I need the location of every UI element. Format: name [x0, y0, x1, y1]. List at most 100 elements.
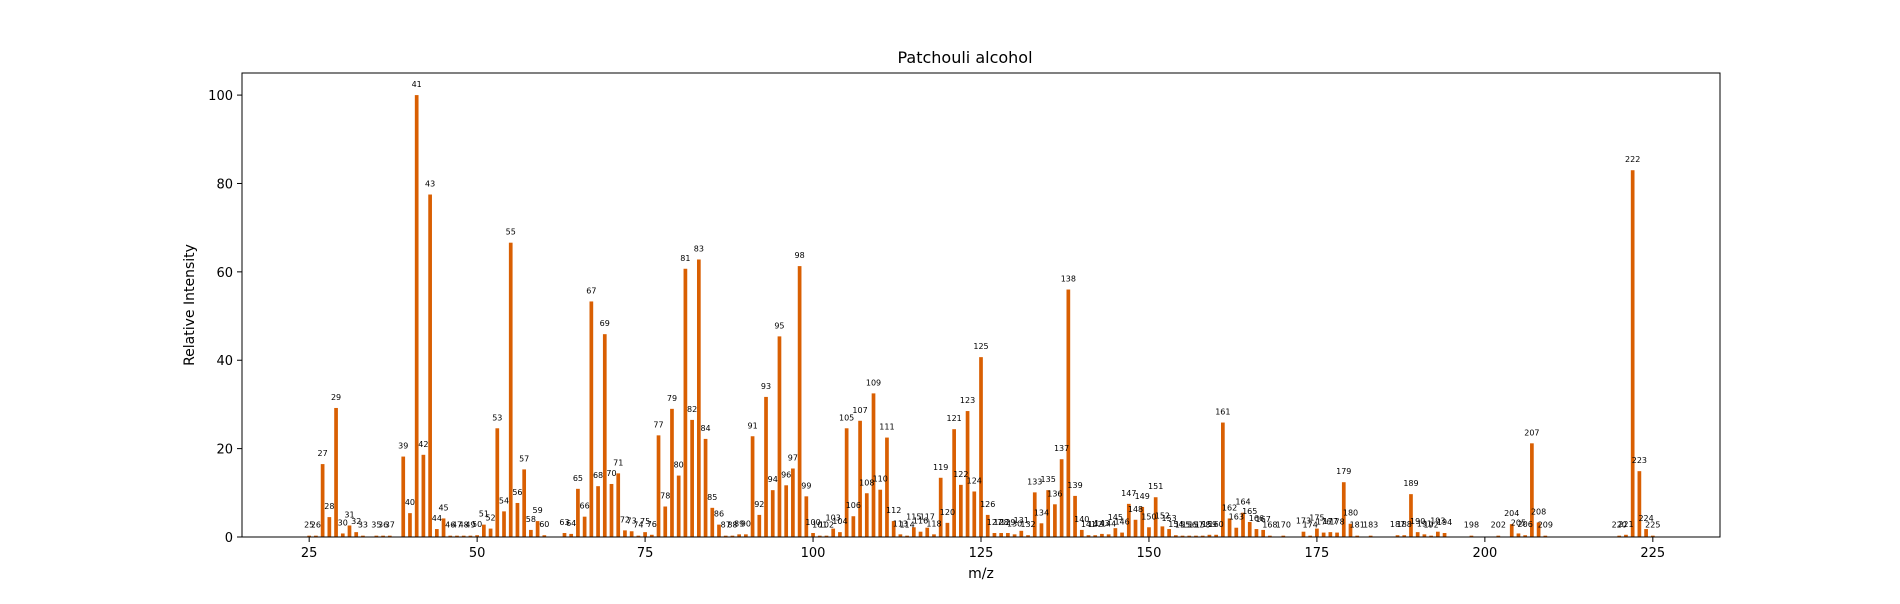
data-label-mz-220: 220 — [1612, 521, 1627, 530]
bar-mz-129 — [1006, 533, 1010, 537]
data-label-mz-111: 111 — [879, 423, 894, 432]
data-label-mz-136: 136 — [1047, 489, 1062, 498]
bar-mz-49 — [468, 535, 473, 537]
data-label-mz-35: 35 — [371, 521, 381, 530]
bar-mz-163 — [1234, 527, 1239, 537]
data-label-mz-110: 110 — [873, 475, 888, 484]
data-label-mz-187: 187 — [1390, 520, 1405, 529]
data-label-mz-167: 167 — [1256, 515, 1271, 524]
data-label-mz-68: 68 — [593, 471, 603, 480]
data-label-mz-88: 88 — [727, 521, 737, 530]
bar-mz-190 — [1415, 532, 1420, 537]
bar-mz-132 — [1026, 535, 1030, 537]
data-label-mz-65: 65 — [573, 474, 583, 483]
bar-mz-99 — [804, 496, 809, 537]
data-label-mz-74: 74 — [633, 521, 643, 530]
data-label-mz-66: 66 — [580, 502, 590, 511]
bar-mz-123 — [965, 411, 970, 537]
data-label-mz-95: 95 — [774, 321, 784, 330]
data-label-mz-81: 81 — [680, 254, 690, 263]
data-label-mz-166: 166 — [1249, 514, 1264, 523]
data-label-mz-104: 104 — [832, 517, 847, 526]
bar-mz-28 — [327, 517, 332, 537]
data-label-mz-59: 59 — [533, 506, 543, 515]
bar-mz-93 — [764, 396, 768, 537]
bar-mz-94 — [770, 490, 775, 537]
bar-mz-83 — [696, 259, 701, 537]
bar-mz-100 — [811, 533, 815, 537]
data-label-mz-50: 50 — [472, 520, 482, 529]
bar-mz-59 — [535, 521, 540, 537]
chart-title: Patchouli alcohol — [897, 48, 1032, 67]
bar-mz-72 — [623, 530, 627, 537]
data-label-mz-27: 27 — [318, 449, 328, 458]
bar-mz-198 — [1469, 535, 1474, 537]
data-label-mz-118: 118 — [926, 519, 941, 528]
data-label-mz-152: 152 — [1155, 511, 1170, 520]
bar-mz-64 — [569, 533, 574, 537]
data-label-mz-78: 78 — [660, 492, 670, 501]
bar-mz-30 — [340, 533, 345, 537]
data-label-mz-224: 224 — [1638, 514, 1653, 523]
data-label-mz-159: 159 — [1202, 520, 1217, 529]
data-label-mz-99: 99 — [801, 481, 811, 490]
bar-mz-149 — [1140, 506, 1145, 537]
bar-mz-80 — [676, 475, 681, 537]
bar-mz-69 — [602, 334, 607, 537]
data-label-mz-90: 90 — [741, 519, 751, 528]
data-label-mz-202: 202 — [1491, 521, 1506, 530]
bar-mz-143 — [1100, 533, 1104, 537]
data-label-mz-55: 55 — [506, 228, 516, 237]
x-tick-label-225: 225 — [1640, 546, 1665, 561]
bar-mz-89 — [737, 534, 741, 537]
data-label-mz-60: 60 — [539, 520, 549, 529]
data-label-mz-161: 161 — [1215, 408, 1230, 417]
data-label-mz-36: 36 — [378, 521, 388, 530]
data-label-mz-91: 91 — [747, 421, 757, 430]
y-tick-label-40: 40 — [216, 354, 233, 369]
data-label-mz-77: 77 — [653, 420, 663, 429]
data-label-mz-158: 158 — [1195, 521, 1210, 530]
data-label-mz-83: 83 — [694, 244, 704, 253]
bar-mz-51 — [482, 524, 486, 537]
data-label-mz-76: 76 — [647, 520, 657, 529]
data-label-mz-54: 54 — [499, 496, 509, 505]
bar-mz-136 — [1053, 504, 1057, 537]
data-label-mz-209: 209 — [1538, 521, 1553, 530]
data-label-mz-41: 41 — [412, 80, 422, 89]
data-label-mz-64: 64 — [566, 519, 576, 528]
data-label-mz-179: 179 — [1336, 467, 1351, 476]
y-axis-label: Relative Intensity — [182, 244, 198, 366]
bar-mz-180 — [1348, 523, 1353, 537]
data-label-mz-113: 113 — [893, 519, 908, 528]
data-label-mz-142: 142 — [1088, 520, 1103, 529]
bar-mz-33 — [361, 535, 365, 537]
data-label-mz-58: 58 — [526, 515, 536, 524]
bar-mz-174 — [1308, 535, 1313, 537]
bar-mz-87 — [723, 535, 728, 537]
data-label-mz-51: 51 — [479, 510, 489, 519]
bar-mz-67 — [589, 301, 594, 537]
bar-mz-128 — [999, 533, 1004, 537]
bar-mz-81 — [683, 268, 688, 537]
data-label-mz-121: 121 — [946, 414, 961, 423]
bar-mz-209 — [1543, 535, 1548, 537]
data-label-mz-87: 87 — [721, 521, 731, 530]
data-label-mz-191: 191 — [1417, 519, 1432, 528]
data-label-mz-165: 165 — [1242, 507, 1257, 516]
data-label-mz-160: 160 — [1208, 520, 1223, 529]
bar-mz-29 — [334, 407, 338, 537]
bar-mz-25 — [307, 535, 312, 537]
bar-mz-45 — [441, 518, 446, 537]
data-label-mz-106: 106 — [846, 501, 861, 510]
bar-mz-164 — [1241, 512, 1245, 537]
data-label-mz-131: 131 — [1014, 516, 1029, 525]
data-label-mz-141: 141 — [1081, 520, 1096, 529]
data-label-mz-57: 57 — [519, 454, 529, 463]
bar-mz-131 — [1019, 530, 1024, 537]
bar-mz-202 — [1496, 535, 1501, 537]
bar-mz-222 — [1630, 170, 1635, 537]
data-label-mz-46: 46 — [445, 521, 455, 530]
data-label-mz-103: 103 — [826, 514, 841, 523]
data-label-mz-208: 208 — [1531, 507, 1546, 516]
